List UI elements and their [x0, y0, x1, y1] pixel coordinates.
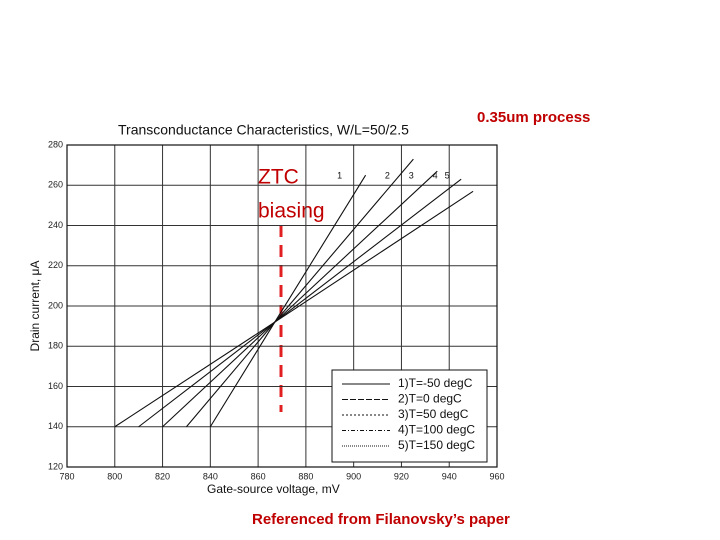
legend-label: 1)T=-50 degC [398, 376, 473, 390]
legend-label: 3)T=50 degC [398, 407, 469, 421]
ztc-label: ZTC [258, 166, 299, 189]
chart-title: Transconductance Characteristics, W/L=50… [118, 122, 409, 138]
curve-number: 1 [337, 170, 342, 180]
legend-label: 4)T=100 degC [398, 423, 475, 437]
legend-label: 5)T=150 degC [398, 438, 475, 452]
legend-label: 2)T=0 degC [398, 392, 462, 406]
plot-frame [66, 144, 498, 468]
y-tick-label: 280 [48, 139, 63, 149]
y-tick-label: 220 [48, 260, 63, 270]
x-tick-label: 920 [394, 471, 409, 481]
curve-number: 5 [445, 170, 450, 180]
y-axis-label: Drain current, μA [28, 261, 42, 352]
x-tick-label: 820 [155, 471, 170, 481]
curve-number: 3 [409, 170, 414, 180]
process-note: 0.35um process [477, 109, 590, 126]
x-tick-label: 840 [203, 471, 218, 481]
ztc-label: biasing [258, 200, 325, 223]
reference-note: Referenced from Filanovsky’s paper [252, 511, 510, 528]
x-tick-label: 960 [489, 471, 504, 481]
y-tick-label: 160 [48, 381, 63, 391]
legend-box [331, 369, 488, 463]
x-tick-label: 780 [59, 471, 74, 481]
curve-number: 2 [385, 170, 390, 180]
y-tick-label: 200 [48, 300, 63, 310]
y-tick-label: 260 [48, 180, 63, 190]
x-tick-label: 900 [346, 471, 361, 481]
curve-number: 4 [433, 170, 438, 180]
x-tick-label: 860 [251, 471, 266, 481]
y-tick-label: 240 [48, 220, 63, 230]
x-axis-label: Gate-source voltage, mV [207, 482, 340, 496]
x-tick-label: 940 [442, 471, 457, 481]
y-tick-label: 140 [48, 421, 63, 431]
y-tick-label: 180 [48, 341, 63, 351]
x-tick-label: 800 [107, 471, 122, 481]
data-line [114, 190, 474, 428]
y-tick-label: 120 [48, 461, 63, 471]
x-tick-label: 880 [298, 471, 313, 481]
